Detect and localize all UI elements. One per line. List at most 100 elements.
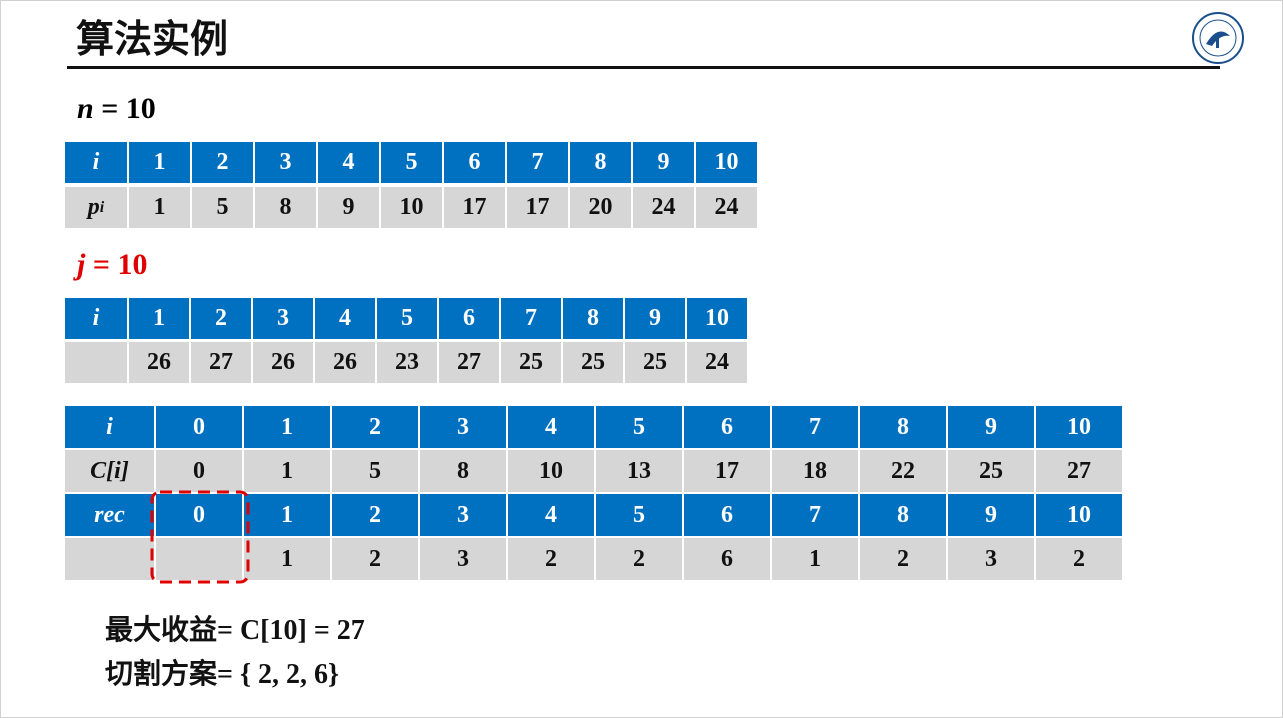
title-rule: [67, 66, 1220, 69]
table-cell: 13: [595, 449, 683, 493]
table-cell: 20: [569, 186, 632, 229]
table-cell: 25: [562, 341, 624, 384]
table-cell: 6: [683, 537, 771, 581]
table-cell: 27: [438, 341, 500, 384]
eq: = 10: [101, 92, 156, 125]
table-cell: 9: [947, 405, 1035, 449]
table-cell: 17: [506, 186, 569, 229]
table-cell: 5: [376, 297, 438, 340]
table-cell: 24: [686, 341, 748, 384]
row-label: [64, 537, 155, 581]
table-cell: 2: [191, 141, 254, 184]
table-cell: 2: [190, 297, 252, 340]
table-cell: 24: [632, 186, 695, 229]
summary-line: 最大收益= C[10] = 27: [105, 615, 365, 646]
table-cell: 1: [128, 297, 190, 340]
table-cell: 10: [695, 141, 758, 184]
label-base: p: [87, 194, 100, 220]
table-cell: 4: [314, 297, 376, 340]
table-cell: 25: [624, 341, 686, 384]
table-cell: 2: [331, 537, 419, 581]
table-cell: 26: [128, 341, 190, 384]
table-cell: 9: [317, 186, 380, 229]
table-cell: 3: [419, 537, 507, 581]
table-cell: 1: [243, 405, 331, 449]
table-cell: 1: [243, 537, 331, 581]
table-cell: 7: [500, 297, 562, 340]
table-cell: 3: [252, 297, 314, 340]
table-cell: 5: [380, 141, 443, 184]
table-cell: 10: [1035, 493, 1123, 537]
table-cell: 1: [243, 449, 331, 493]
label-sub: i: [99, 198, 105, 216]
table-cell: 10: [507, 449, 595, 493]
table-cell: 9: [947, 493, 1035, 537]
table-cell: 26: [314, 341, 376, 384]
table-cell: 1: [243, 493, 331, 537]
table-cell: 10: [380, 186, 443, 229]
row-label: i: [64, 405, 155, 449]
table-cell: 4: [507, 493, 595, 537]
table-cell: 25: [500, 341, 562, 384]
table-cell: 27: [1035, 449, 1123, 493]
table-cell: 1: [771, 537, 859, 581]
summary-line: 切割方案= { 2, 2, 6}: [105, 659, 340, 690]
eq: = 10: [92, 248, 148, 281]
table-cell: 5: [331, 449, 419, 493]
table-cell: 9: [632, 141, 695, 184]
table-cell: 0: [155, 449, 243, 493]
table-cell: 5: [191, 186, 254, 229]
row-label: [64, 341, 128, 384]
logo: [1192, 12, 1244, 64]
n-label: n = 10: [77, 92, 156, 126]
table-cell: 2: [331, 493, 419, 537]
var: n: [77, 92, 94, 125]
table-cell: 5: [595, 405, 683, 449]
table-cell: 1: [128, 186, 191, 229]
j-label: j = 10: [77, 248, 147, 282]
table-cell: 2: [331, 405, 419, 449]
table-cell: 6: [683, 405, 771, 449]
table-cell: 2: [507, 537, 595, 581]
table-cell: 8: [569, 141, 632, 184]
table-cell: 2: [595, 537, 683, 581]
table-cell: 5: [595, 493, 683, 537]
table-cell: 22: [859, 449, 947, 493]
row-label: C[i]: [64, 449, 155, 493]
table-cell: 6: [683, 493, 771, 537]
table-cell: 10: [1035, 405, 1123, 449]
table-cell: 8: [562, 297, 624, 340]
table-cell: 23: [376, 341, 438, 384]
table-cell: 4: [507, 405, 595, 449]
table-cell: 6: [438, 297, 500, 340]
table-cell: 3: [419, 493, 507, 537]
table-cell: 24: [695, 186, 758, 229]
table-cell: 27: [190, 341, 252, 384]
table-cell: 17: [683, 449, 771, 493]
table-cell: 8: [419, 449, 507, 493]
table-cell: 7: [771, 405, 859, 449]
table-cell: 1: [128, 141, 191, 184]
table-cell: 3: [947, 537, 1035, 581]
table-cell: 26: [252, 341, 314, 384]
table-cell: 2: [859, 537, 947, 581]
highlight-box: [150, 490, 250, 584]
table-cell: 2: [1035, 537, 1123, 581]
table-cell: 25: [947, 449, 1035, 493]
table-cell: 17: [443, 186, 506, 229]
table-cell: 6: [443, 141, 506, 184]
row-label: i: [64, 141, 128, 184]
table-cell: 9: [624, 297, 686, 340]
table-cell: 8: [859, 405, 947, 449]
table-cell: 18: [771, 449, 859, 493]
table-cell: 3: [419, 405, 507, 449]
table-cell: 0: [155, 405, 243, 449]
slide-title: 算法实例: [76, 17, 229, 61]
table-cell: 4: [317, 141, 380, 184]
table-cell: 8: [859, 493, 947, 537]
var: j: [77, 248, 86, 281]
table-cell: 7: [771, 493, 859, 537]
row-label: rec: [64, 493, 155, 537]
